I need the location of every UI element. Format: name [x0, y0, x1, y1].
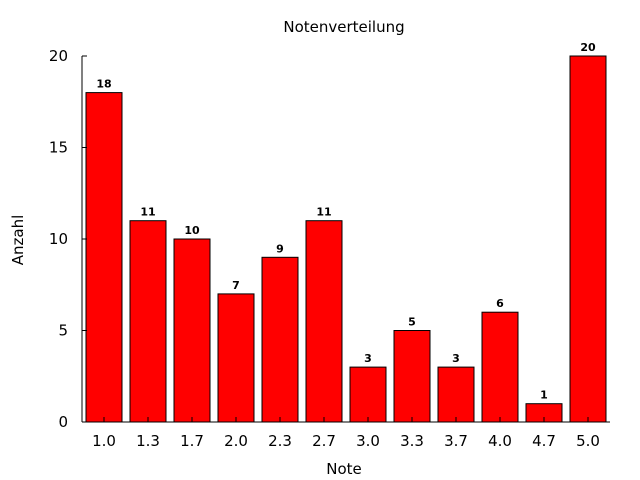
x-tick-label: 4.7: [532, 432, 556, 450]
value-label-3.0: 3: [364, 352, 372, 365]
bar-1.3: [129, 220, 167, 423]
x-tick-label: 1.7: [180, 432, 204, 450]
x-tick-label: 1.3: [136, 432, 160, 450]
bar-5.0: [569, 55, 607, 423]
bars-group: [85, 55, 607, 423]
value-label-5.0: 20: [580, 41, 596, 54]
bar-1.7: [173, 238, 211, 423]
x-tick-label: 5.0: [576, 432, 600, 450]
value-label-1.3: 11: [140, 206, 155, 219]
x-tick-label: 1.0: [92, 432, 116, 450]
value-label-2.3: 9: [276, 242, 284, 255]
value-labels-group: 18 11 10 7 9 11 3 5 3 6 1 20: [96, 41, 596, 402]
value-label-2.0: 7: [232, 279, 240, 292]
value-label-4.0: 6: [496, 297, 504, 310]
value-label-4.7: 1: [540, 389, 548, 402]
bar-2.0: [217, 293, 255, 423]
x-tick-label: 3.0: [356, 432, 380, 450]
value-label-3.3: 5: [408, 316, 416, 329]
chart-title: Notenverteilung: [283, 18, 404, 36]
y-axis-ticks: 0 5 10 15 20: [49, 47, 87, 431]
value-label-3.7: 3: [452, 352, 460, 365]
x-tick-label: 2.3: [268, 432, 292, 450]
bar-3.0: [349, 366, 387, 423]
bar-3.7: [437, 366, 475, 423]
bar-3.3: [393, 330, 431, 423]
x-tick-label: 2.7: [312, 432, 336, 450]
bar-1.0: [85, 92, 123, 423]
bar-2.3: [261, 256, 299, 423]
y-tick-label: 10: [49, 230, 68, 248]
value-label-1.0: 18: [96, 78, 111, 91]
y-tick-label: 0: [58, 413, 68, 431]
bar-4.0: [481, 311, 519, 423]
bar-2.7: [305, 220, 343, 423]
y-tick-label: 15: [49, 139, 68, 157]
x-tick-label: 2.0: [224, 432, 248, 450]
value-label-1.7: 10: [184, 224, 200, 237]
y-tick-label: 20: [49, 47, 68, 65]
y-tick-label: 5: [58, 322, 68, 340]
x-tick-label: 4.0: [488, 432, 512, 450]
y-axis-label: Anzahl: [9, 215, 27, 266]
x-tick-label: 3.7: [444, 432, 468, 450]
x-axis-label: Note: [326, 460, 362, 478]
x-axis-ticks: 1.0 1.3 1.7 2.0 2.3 2.7 3.0 3.3 3.7 4.0 4.7 5.0: [92, 417, 600, 450]
x-tick-label: 3.3: [400, 432, 424, 450]
value-label-2.7: 11: [316, 206, 331, 219]
